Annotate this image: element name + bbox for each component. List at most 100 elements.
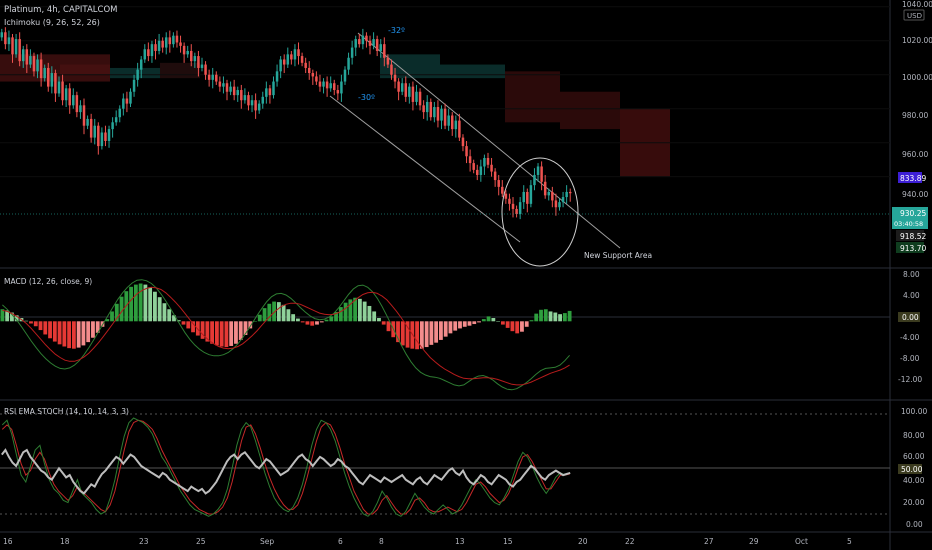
candle-body bbox=[558, 202, 561, 208]
macd-histogram-bar bbox=[243, 321, 248, 335]
candle-body bbox=[497, 180, 500, 187]
macd-histogram-bar bbox=[467, 321, 472, 326]
macd-histogram-bar bbox=[224, 321, 229, 348]
candle-body bbox=[450, 115, 454, 130]
macd-histogram-bar bbox=[496, 321, 501, 322]
candle-body bbox=[393, 74, 397, 82]
macd-histogram-bar bbox=[524, 321, 529, 327]
macd-histogram-bar bbox=[300, 321, 305, 323]
candle-body bbox=[50, 73, 54, 87]
macd-histogram-bar bbox=[86, 321, 91, 343]
macd-histogram-bar bbox=[439, 321, 443, 340]
macd-histogram-bar bbox=[262, 308, 267, 322]
candle-body bbox=[365, 35, 368, 41]
candle-body bbox=[561, 197, 565, 203]
candle-body bbox=[440, 108, 443, 121]
candle-body bbox=[193, 56, 197, 62]
macd-histogram-bar bbox=[458, 321, 462, 329]
price-axis[interactable]: 1040.00 USD 1020.00 1000.00 980.00 960.0… bbox=[892, 0, 932, 253]
macd-histogram-bar bbox=[129, 286, 133, 322]
time-tick: 6 bbox=[338, 537, 343, 546]
time-axis[interactable]: 16 18 23 25 Sep 6 8 13 15 20 22 27 29 Oc… bbox=[3, 537, 852, 546]
macd-histogram-bar bbox=[176, 320, 181, 322]
candle-body bbox=[565, 191, 568, 198]
macd-histogram-bar bbox=[210, 321, 215, 344]
macd-histogram-bar bbox=[276, 302, 281, 322]
candle-body bbox=[429, 101, 433, 118]
candle-body bbox=[526, 191, 529, 204]
candle-body bbox=[390, 64, 393, 75]
candle-body bbox=[293, 49, 297, 60]
time-tick: 23 bbox=[139, 537, 149, 546]
candle-body bbox=[215, 74, 218, 82]
macd-histogram-bar bbox=[76, 321, 81, 348]
candle-body bbox=[547, 191, 551, 196]
support-circle[interactable] bbox=[501, 157, 579, 267]
rsi-tick: 40.00 bbox=[903, 476, 925, 485]
macd-histogram-bar bbox=[24, 320, 29, 322]
candle-body bbox=[315, 76, 318, 82]
macd-histogram-bar bbox=[286, 309, 291, 322]
macd-histogram-bar bbox=[95, 321, 100, 333]
currency-badge[interactable] bbox=[903, 9, 925, 21]
candle-body bbox=[343, 69, 347, 82]
candle-body bbox=[247, 95, 250, 106]
candle-body bbox=[268, 88, 272, 96]
candle-body bbox=[21, 49, 25, 62]
candle-body bbox=[161, 40, 164, 48]
macd-histogram-bar bbox=[191, 321, 195, 333]
candle-body bbox=[358, 39, 361, 45]
macd-histogram-bar bbox=[448, 321, 453, 334]
macd-histogram-bar bbox=[148, 287, 153, 322]
candle-body bbox=[139, 59, 143, 70]
macd-histogram bbox=[0, 283, 572, 350]
macd-histogram-bar bbox=[43, 321, 48, 335]
macd-histogram-bar bbox=[81, 321, 86, 346]
candle-body bbox=[568, 191, 572, 194]
candle-body bbox=[129, 91, 132, 104]
candle-body bbox=[107, 129, 111, 141]
macd-histogram-bar bbox=[52, 321, 57, 342]
channel-lower-line[interactable] bbox=[329, 95, 521, 243]
macd-histogram-bar bbox=[253, 321, 257, 322]
candle-body bbox=[243, 95, 247, 101]
candle-body bbox=[476, 169, 479, 175]
candle-body bbox=[468, 156, 472, 164]
level-918-text: 918.52 bbox=[900, 232, 926, 241]
candle-body bbox=[322, 81, 325, 87]
candle-body bbox=[543, 181, 547, 196]
angle-top-label: -32º bbox=[388, 26, 405, 35]
macd-histogram-bar bbox=[372, 311, 377, 322]
last-price-badge bbox=[892, 207, 928, 229]
macd-histogram-bar bbox=[348, 299, 353, 322]
macd-histogram-bar bbox=[29, 321, 33, 324]
ichimoku-cloud-segment bbox=[160, 62, 200, 79]
candle-body bbox=[72, 95, 75, 106]
angle-bottom-label: -30º bbox=[358, 93, 375, 102]
candle-body bbox=[504, 193, 508, 199]
candle-body bbox=[533, 174, 536, 186]
macd-histogram-bar bbox=[33, 321, 38, 327]
macd-histogram-bar bbox=[234, 321, 238, 344]
candle-body bbox=[172, 35, 175, 45]
rsi-axis[interactable]: 100.00 80.00 60.00 50.00 40.00 20.00 0.0… bbox=[898, 407, 927, 529]
channel-upper-line[interactable] bbox=[357, 32, 621, 249]
candle-body bbox=[447, 115, 450, 126]
macd-histogram-bar bbox=[5, 310, 10, 322]
price-tick: 1020.00 bbox=[902, 36, 932, 45]
candle-body bbox=[97, 125, 100, 147]
macd-axis[interactable]: 8.00 4.00 0.00 -4.00 -8.00 -12.00 bbox=[898, 270, 922, 384]
candle-body bbox=[125, 98, 129, 104]
ichimoku-cloud-segment bbox=[560, 91, 620, 130]
macd-tick: -8.00 bbox=[900, 354, 920, 363]
candle-body bbox=[300, 56, 304, 63]
stoch-k-line bbox=[1, 417, 570, 517]
time-tick: 25 bbox=[196, 537, 206, 546]
candle-body bbox=[554, 200, 558, 208]
candle-body bbox=[282, 59, 286, 65]
macd-histogram-bar bbox=[91, 321, 95, 338]
rsi-legend: RSI EMA STOCH (14, 10, 14, 3, 3) bbox=[4, 407, 129, 416]
macd-histogram-bar bbox=[281, 304, 286, 322]
candle-body bbox=[89, 118, 93, 138]
